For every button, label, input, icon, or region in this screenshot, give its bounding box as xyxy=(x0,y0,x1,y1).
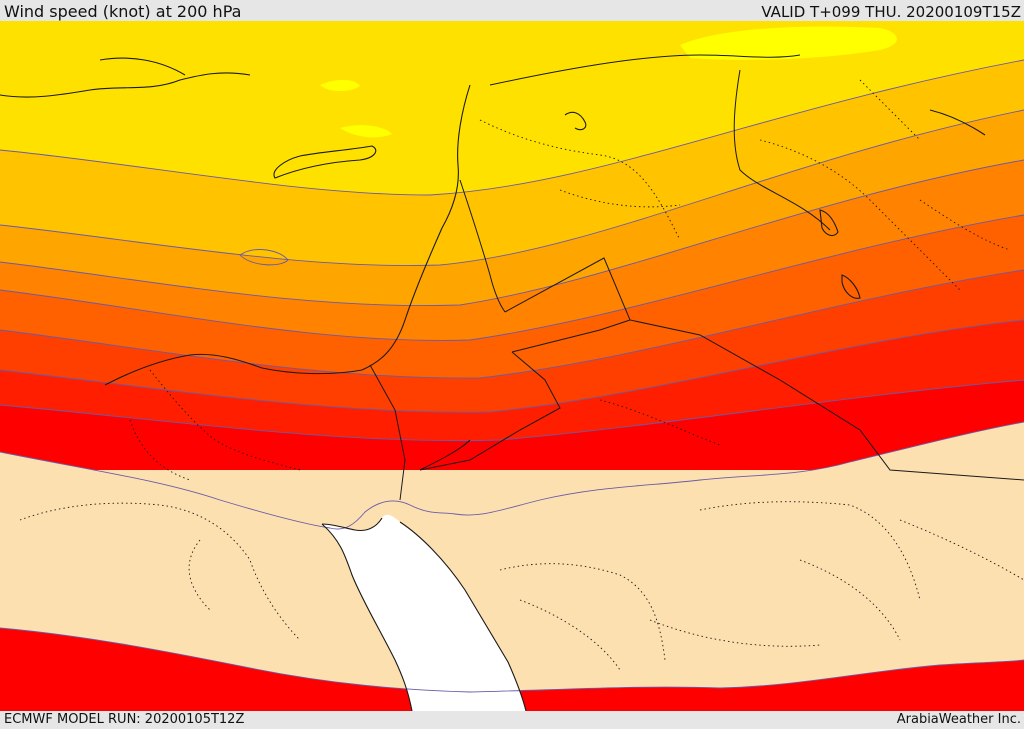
band-0-patch-3 xyxy=(340,125,392,138)
wind-speed-map xyxy=(0,21,1024,711)
red-sea xyxy=(322,514,526,711)
country-borders xyxy=(369,54,1024,501)
band-0-patch xyxy=(680,26,897,60)
band-0-patch-2 xyxy=(320,79,360,92)
credit-text: ArabiaWeather Inc. xyxy=(896,712,1021,727)
contour-lines xyxy=(0,59,1024,693)
header-bar: Wind speed (knot) at 200 hPa VALID T+099… xyxy=(0,0,1024,21)
footer-bar: ECMWF MODEL RUN: 20200105T12Z ArabiaWeat… xyxy=(0,711,1024,729)
internal-boundaries xyxy=(19,79,1024,671)
coastlines xyxy=(0,57,986,711)
band-8 xyxy=(0,380,1024,470)
map-title: Wind speed (knot) at 200 hPa xyxy=(4,2,242,21)
jet-southern-edge xyxy=(0,422,1024,711)
southern-red-band xyxy=(0,628,1024,711)
model-run: ECMWF MODEL RUN: 20200105T12Z xyxy=(4,712,245,727)
valid-time: VALID T+099 THU. 20200109T15Z xyxy=(761,3,1021,21)
